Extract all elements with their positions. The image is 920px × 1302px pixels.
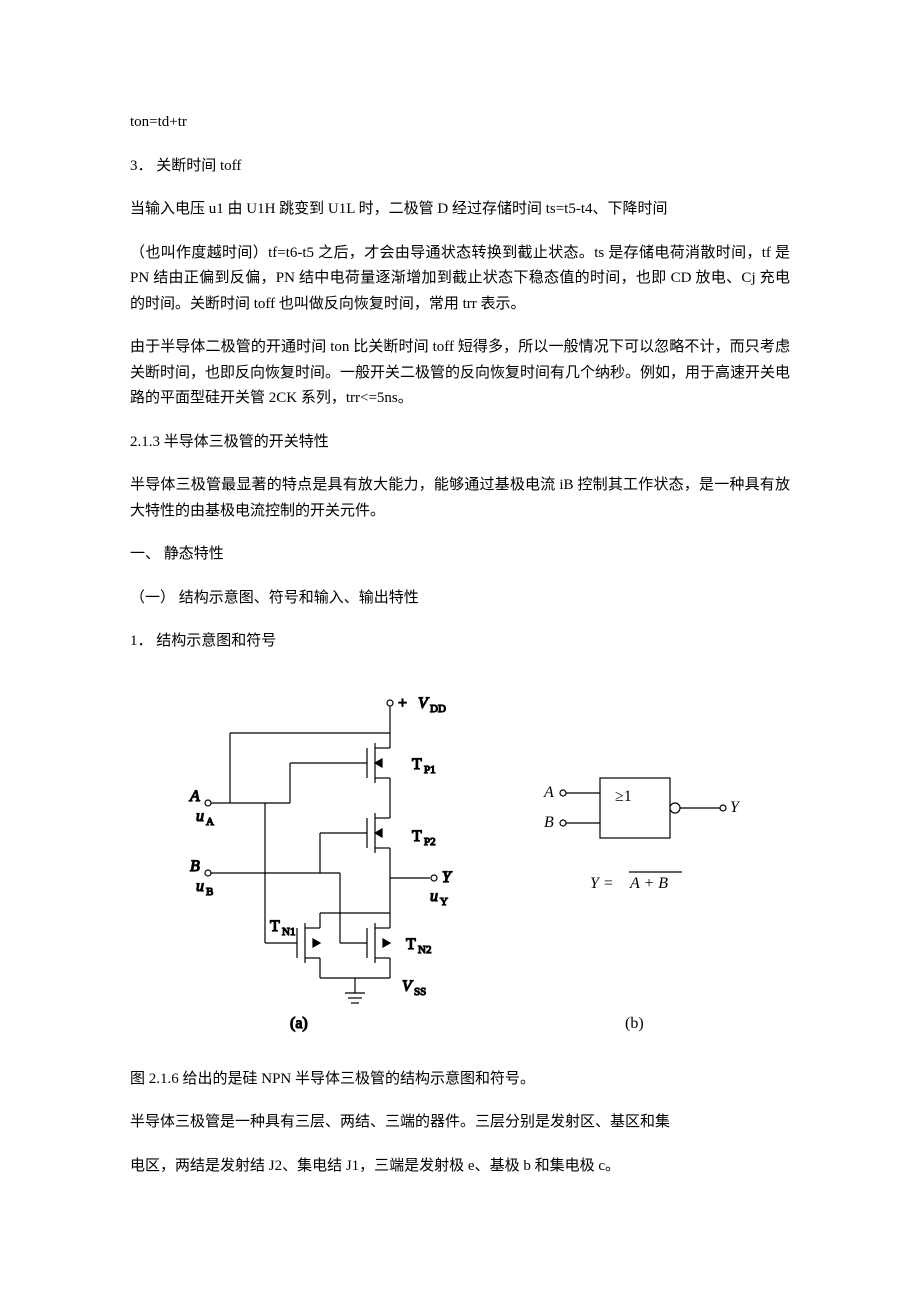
label-vdd: V [418, 695, 430, 712]
label-tn1-sub: N1 [282, 926, 295, 938]
label-eqexpr: A + B [629, 875, 668, 892]
label-ge1: ≥1 [615, 788, 632, 805]
label-part-b: (b) [625, 1015, 644, 1032]
label-y2: Y [730, 799, 741, 816]
page: ton=td+tr 3． 关断时间 toff 当输入电压 u1 由 U1H 跳变… [0, 0, 920, 1302]
label-ub: u [196, 878, 204, 895]
heading-static: 一、 静态特性 [130, 542, 790, 568]
label-vss: V [402, 978, 414, 995]
label-b2: B [544, 814, 554, 831]
heading-213: 2.1.3 半导体三极管的开关特性 [130, 430, 790, 456]
label-ua: u [196, 808, 204, 825]
heading-toff: 3． 关断时间 toff [130, 154, 790, 180]
label-vdd-sub: DD [430, 703, 446, 715]
label-tp2-sub: P2 [424, 836, 436, 848]
paragraph-12: 半导体三极管是一种具有三层、两结、三端的器件。三层分别是发射区、基区和集 [130, 1110, 790, 1136]
heading-struct: 1． 结构示意图和符号 [130, 629, 790, 655]
label-ub-sub: B [206, 886, 213, 898]
label-vss-sub: SS [414, 986, 426, 998]
heading-sub1: （一） 结构示意图、符号和输入、输出特性 [130, 586, 790, 612]
label-a: A [189, 788, 200, 805]
paragraph-11: 图 2.1.6 给出的是硅 NPN 半导体三极管的结构示意图和符号。 [130, 1067, 790, 1093]
label-tn2-sub: N2 [418, 944, 431, 956]
paragraph-5: 由于半导体二极管的开通时间 ton 比关断时间 toff 短得多，所以一般情况下… [130, 335, 790, 412]
label-tp2: T [412, 828, 422, 845]
paragraph-7: 半导体三极管最显著的特点是具有放大能力，能够通过基极电流 iB 控制其工作状态，… [130, 473, 790, 524]
label-b: B [190, 858, 200, 875]
label-y: Y [442, 869, 453, 886]
paragraph-13: 电区，两结是发射结 J2、集电结 J1，三端是发射极 e、基极 b 和集电极 c… [130, 1154, 790, 1180]
label-tn1: T [270, 918, 280, 935]
label-tp1: T [412, 756, 422, 773]
label-tp1-sub: P1 [424, 764, 436, 776]
label-plus: + [398, 695, 407, 712]
paragraph-ton: ton=td+tr [130, 110, 790, 136]
label-uy: u [430, 888, 438, 905]
label-a2: A [543, 784, 554, 801]
circuit-diagram-svg: + V DD T P1 [170, 673, 750, 1043]
paragraph-3: 当输入电压 u1 由 U1H 跳变到 U1L 时，二极管 D 经过存储时间 ts… [130, 197, 790, 223]
label-part-a: (a) [290, 1015, 308, 1032]
label-eq: Y = [590, 875, 614, 892]
label-uy-sub: Y [440, 896, 448, 908]
paragraph-4: （也叫作度越时间）tf=t6-t5 之后，才会由导通状态转换到截止状态。ts 是… [130, 241, 790, 318]
label-ua-sub: A [206, 816, 214, 828]
figure-2-1-6: + V DD T P1 [130, 673, 790, 1043]
label-tn2: T [406, 936, 416, 953]
